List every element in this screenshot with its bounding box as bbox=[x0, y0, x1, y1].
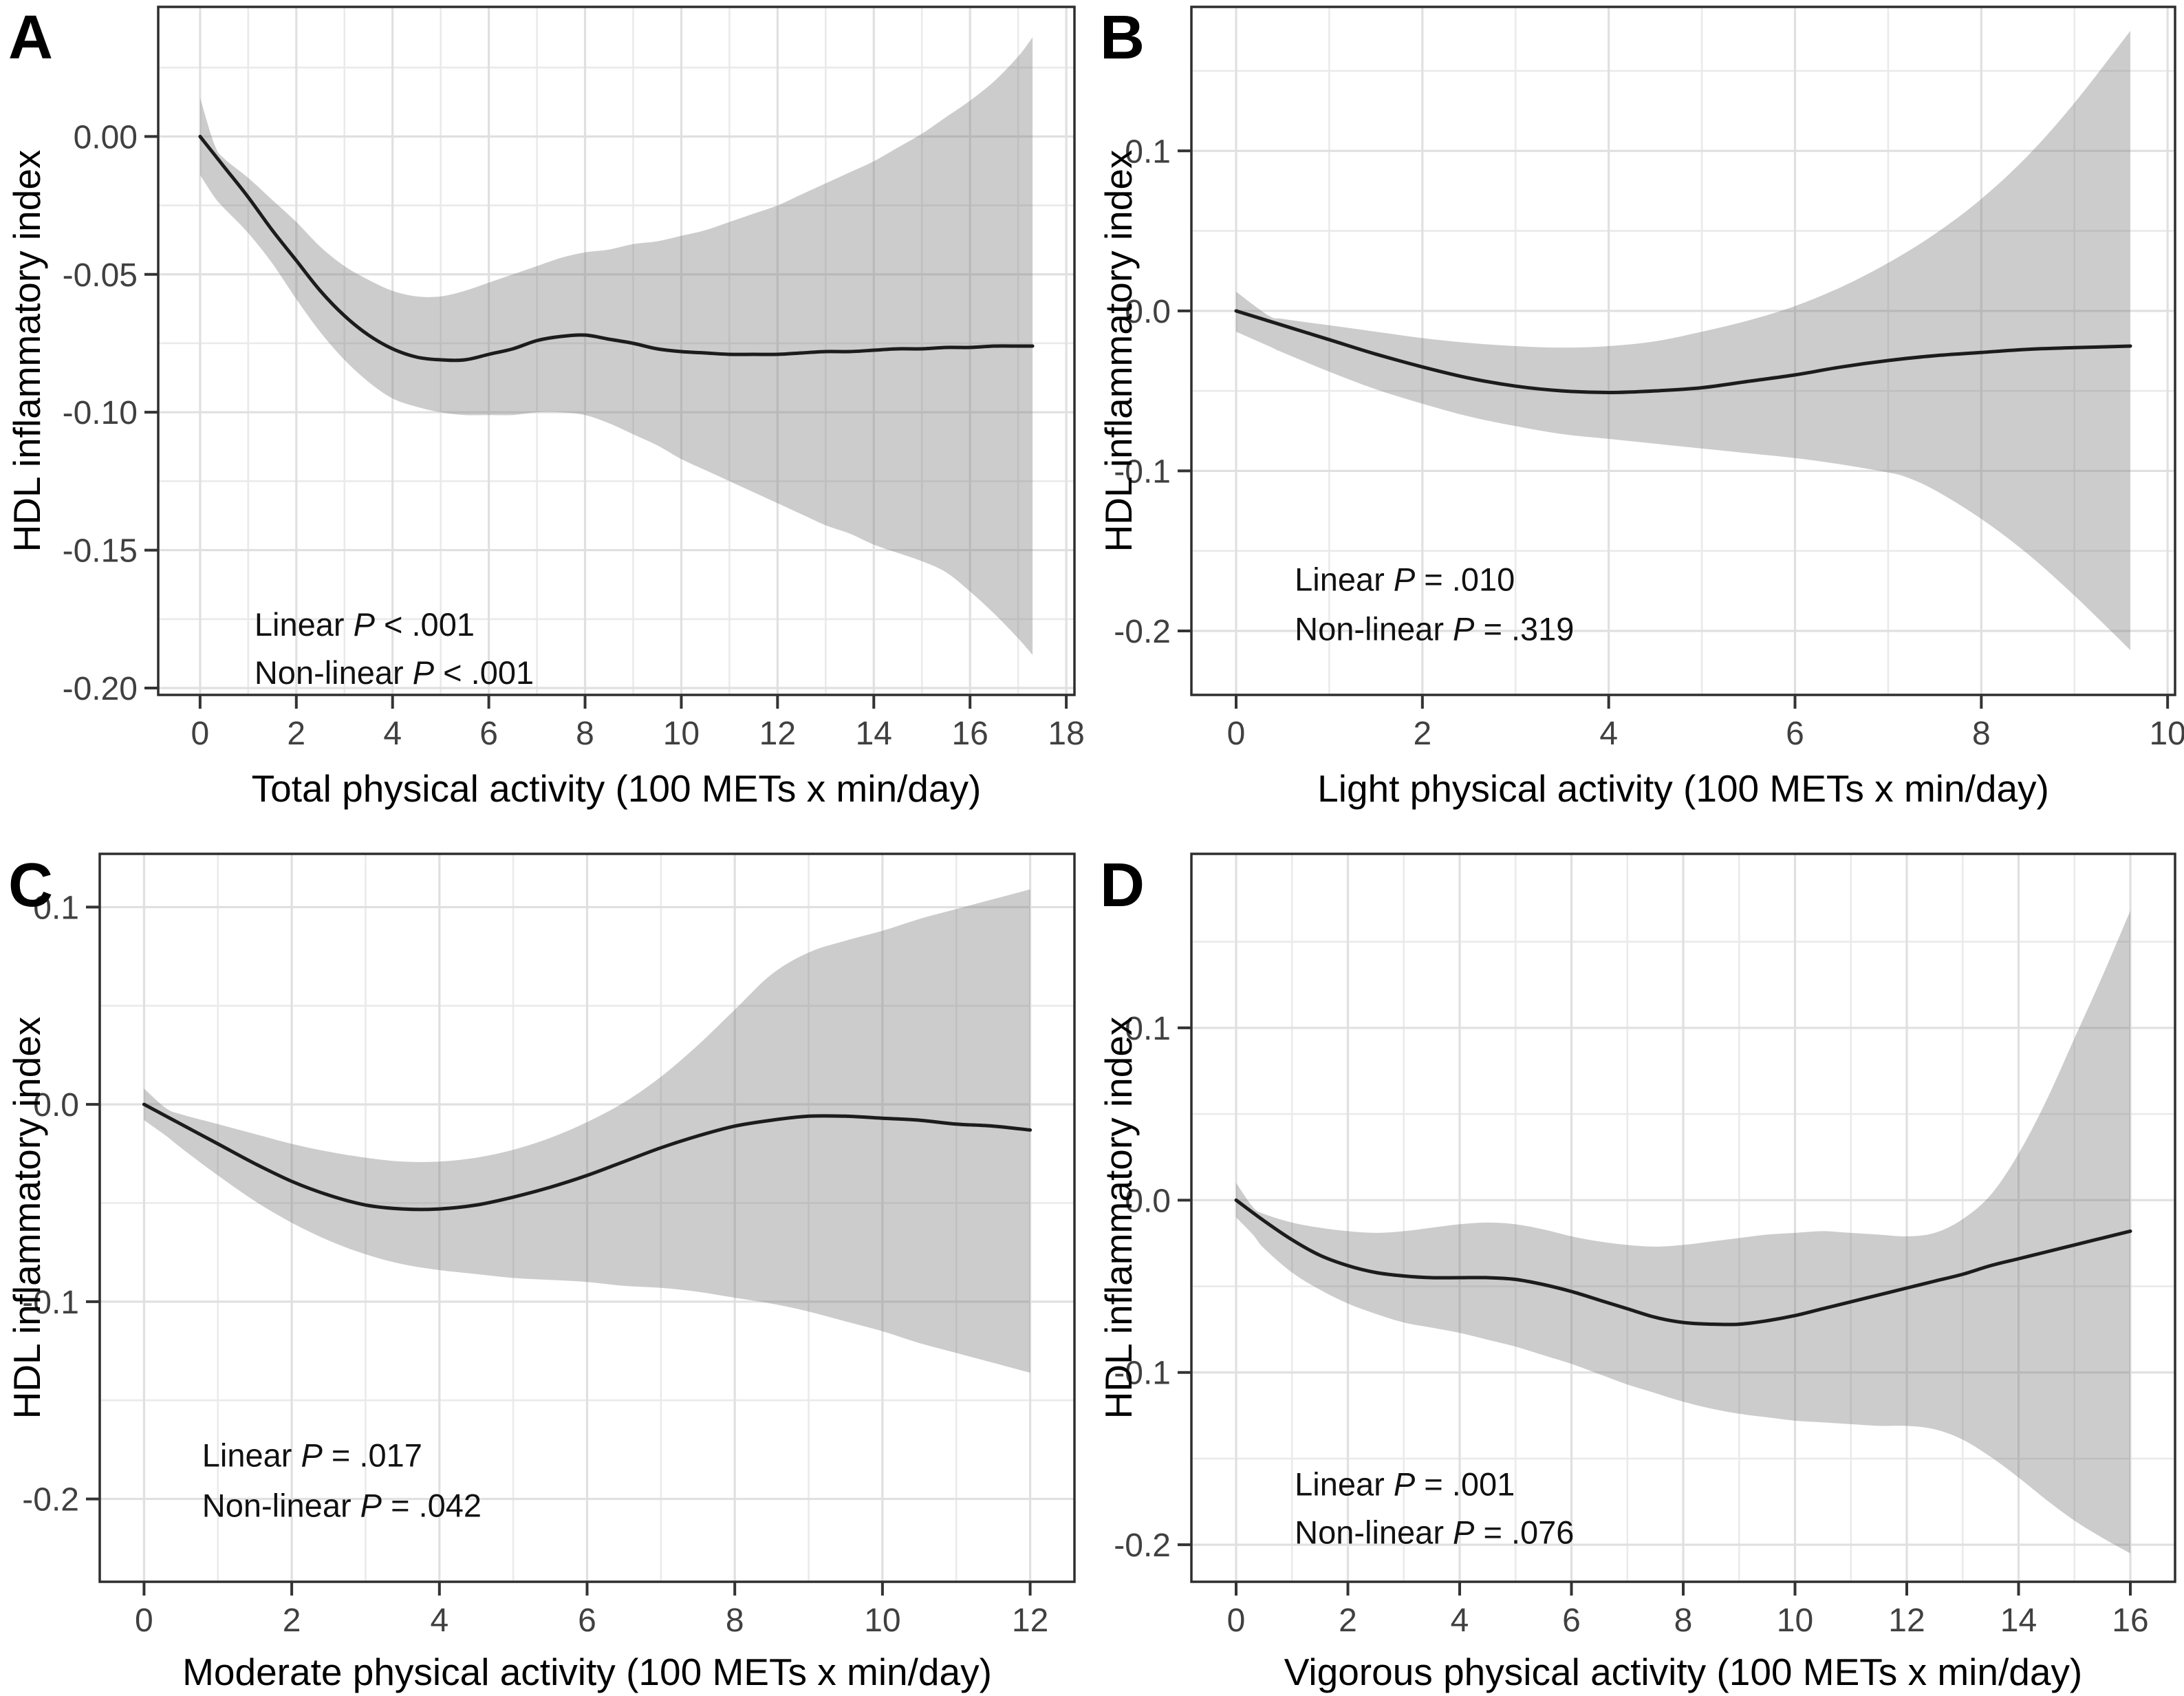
p-value-annotation: Non-linear P < .001 bbox=[255, 654, 534, 691]
y-axis-tick-label: 0.1 bbox=[33, 890, 79, 926]
x-axis-tick-label: 6 bbox=[1786, 716, 1804, 752]
y-axis-tick-label: -0.1 bbox=[1114, 453, 1171, 490]
x-axis-tick-label: 14 bbox=[2000, 1602, 2037, 1639]
x-axis-tick-label: 10 bbox=[864, 1602, 900, 1639]
x-axis-tick-label: 2 bbox=[1413, 716, 1431, 752]
x-axis-tick-label: 12 bbox=[759, 716, 796, 752]
mean-curve bbox=[142, 1102, 1032, 1212]
x-axis-tick-label: 0 bbox=[1227, 716, 1246, 752]
panel-letter: C bbox=[8, 851, 53, 920]
panel-letter: D bbox=[1100, 851, 1145, 920]
x-axis-title: Moderate physical activity (100 METs x m… bbox=[182, 1651, 992, 1693]
x-axis-tick-label: 0 bbox=[1227, 1602, 1246, 1639]
y-axis-tick-label: -0.20 bbox=[63, 671, 138, 707]
grid-major bbox=[100, 854, 1074, 1582]
y-axis-title: HDL inflammatory index bbox=[6, 150, 48, 552]
y-axis-tick-label: 0.1 bbox=[1125, 133, 1171, 170]
x-axis-tick-label: 4 bbox=[383, 716, 402, 752]
x-axis-tick-label: 12 bbox=[1012, 1602, 1048, 1639]
grid-major bbox=[1191, 854, 2175, 1582]
x-axis-tick-label: 12 bbox=[1888, 1602, 1925, 1639]
x-axis-title: Light physical activity (100 METs x min/… bbox=[1317, 767, 2049, 810]
x-axis-tick-label: 6 bbox=[1562, 1602, 1581, 1639]
confidence-band bbox=[144, 889, 1030, 1373]
grid-minor bbox=[158, 7, 1074, 695]
x-axis-tick-label: 8 bbox=[1972, 716, 1991, 752]
y-axis-tick-label: 0.00 bbox=[74, 119, 138, 155]
x-axis-tick-label: 0 bbox=[135, 1602, 153, 1639]
p-value-annotation: Non-linear P = .076 bbox=[1295, 1514, 1574, 1551]
p-value-annotation: Linear P < .001 bbox=[255, 606, 475, 643]
x-axis-title: Vigorous physical activity (100 METs x m… bbox=[1284, 1651, 2083, 1693]
x-axis-tick-label: 10 bbox=[2149, 716, 2184, 752]
y-axis-tick-label: -0.10 bbox=[63, 395, 138, 431]
y-axis-tick-label: -0.2 bbox=[22, 1482, 79, 1518]
plot-border bbox=[1190, 6, 2176, 696]
x-axis-tick-label: 2 bbox=[1339, 1602, 1357, 1639]
mean-curve bbox=[1234, 309, 2132, 394]
x-axis-tick-label: 6 bbox=[578, 1602, 596, 1639]
x-axis-tick-label: 10 bbox=[663, 716, 700, 752]
p-value-annotation: Linear P = .017 bbox=[202, 1437, 422, 1473]
y-axis-title: HDL inflammatory index bbox=[6, 1017, 48, 1419]
mean-curve bbox=[198, 134, 1035, 363]
x-axis-tick-label: 2 bbox=[283, 1602, 301, 1639]
p-value-annotation: Non-linear P = .042 bbox=[202, 1488, 482, 1524]
panel-letter: A bbox=[8, 3, 53, 72]
p-value-annotation: Non-linear P = .319 bbox=[1295, 611, 1574, 647]
x-axis-tick-label: 0 bbox=[191, 716, 210, 752]
y-axis-title: HDL inflammatory index bbox=[1097, 1017, 1140, 1419]
x-axis-tick-label: 18 bbox=[1048, 716, 1084, 752]
x-axis-title: Total physical activity (100 METs x min/… bbox=[252, 767, 982, 810]
confidence-band bbox=[199, 37, 1033, 655]
confidence-band bbox=[1236, 910, 2130, 1554]
y-axis-tick-label: -0.15 bbox=[63, 533, 138, 570]
x-axis-tick-label: 14 bbox=[856, 716, 892, 752]
y-axis-tick-label: 0.0 bbox=[33, 1087, 79, 1124]
panel-A: 0 2 4 6 8 10 12 14 16 18 0.00 -0.05 -0.10 -0.15 -0.20 T… bbox=[6, 3, 1085, 810]
x-axis-tick-label: 8 bbox=[576, 716, 594, 752]
y-axis-tick-label: -0.1 bbox=[22, 1285, 79, 1321]
panel-B: 0 2 4 6 8 10 0.1 0.0 -0.1 -0.2 Light physical acti… bbox=[1097, 3, 2184, 810]
panel-letter: B bbox=[1100, 3, 1145, 72]
grid-minor bbox=[1191, 7, 2175, 695]
panel-D: 0 2 4 6 8 10 12 14 16 0.1 0.0 -0.1 -0.2 Vigorous phys… bbox=[1097, 851, 2176, 1693]
x-axis-tick-label: 8 bbox=[1674, 1602, 1693, 1639]
p-value-annotation: Linear P = .010 bbox=[1295, 561, 1515, 598]
y-axis-tick-label: -0.05 bbox=[63, 257, 138, 294]
y-axis-tick-label: 0.0 bbox=[1125, 1183, 1171, 1219]
x-axis-tick-label: 4 bbox=[1599, 716, 1618, 752]
y-axis-title: HDL inflammatory index bbox=[1097, 150, 1140, 552]
mean-curve bbox=[1234, 1198, 2132, 1327]
plot-border bbox=[157, 6, 1076, 696]
x-axis-tick-label: 8 bbox=[726, 1602, 744, 1639]
x-axis-tick-label: 4 bbox=[430, 1602, 448, 1639]
x-axis-tick-label: 6 bbox=[479, 716, 498, 752]
y-axis-tick-label: 0.0 bbox=[1125, 294, 1171, 330]
x-axis-tick-label: 16 bbox=[951, 716, 988, 752]
grid-major bbox=[1191, 7, 2175, 695]
x-axis-tick-label: 2 bbox=[287, 716, 305, 752]
x-axis-tick-label: 10 bbox=[1777, 1602, 1813, 1639]
y-axis-tick-label: -0.1 bbox=[1114, 1355, 1171, 1392]
p-value-annotation: Linear P = .001 bbox=[1295, 1466, 1515, 1503]
x-axis-tick-label: 4 bbox=[1451, 1602, 1469, 1639]
y-axis-tick-label: -0.2 bbox=[1114, 614, 1171, 650]
panel-C: 0 2 4 6 8 10 12 0.1 0.0 -0.1 -0.2 Moderate physical… bbox=[6, 851, 1076, 1693]
y-axis-tick-label: 0.1 bbox=[1125, 1011, 1171, 1047]
x-axis-tick-label: 16 bbox=[2112, 1602, 2148, 1639]
y-axis-tick-label: -0.2 bbox=[1114, 1527, 1171, 1564]
confidence-band bbox=[1236, 30, 2130, 650]
